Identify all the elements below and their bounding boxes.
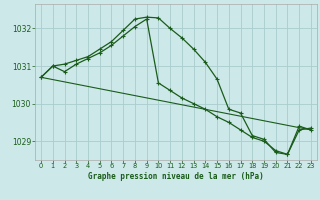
X-axis label: Graphe pression niveau de la mer (hPa): Graphe pression niveau de la mer (hPa) [88,172,264,181]
